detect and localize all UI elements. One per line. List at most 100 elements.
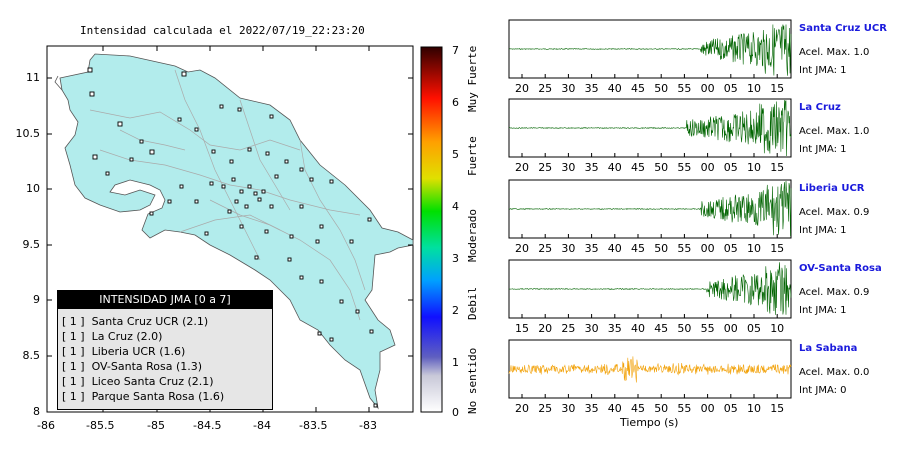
legend-row: [ 1 ] La Cruz (2.0) — [62, 330, 163, 343]
seismogram-trace — [508, 19, 792, 79]
trace-xtick: 20 — [515, 82, 529, 95]
trace-xtick: 30 — [584, 322, 599, 335]
trace-xtick: 35 — [584, 242, 599, 255]
trace-xtick: 55 — [677, 82, 692, 95]
trace-xtick: 55 — [677, 242, 692, 255]
legend-row: [ 1 ] OV-Santa Rosa (1.3) — [62, 360, 203, 373]
trace-xtick: 55 — [677, 161, 692, 174]
station-name: La Sabana — [799, 343, 858, 354]
trace-xtick: 10 — [747, 402, 761, 415]
station-name: OV-Santa Rosa — [799, 263, 882, 274]
trace-xtick: 45 — [631, 82, 645, 95]
waveform-line — [508, 356, 792, 383]
trace-xtick: 00 — [723, 322, 738, 335]
trace-xtick: 45 — [654, 322, 669, 335]
trace-xtick: 50 — [654, 242, 669, 255]
trace-xtick: 30 — [561, 82, 576, 95]
trace-xtick: 20 — [515, 402, 529, 415]
intensity-legend: INTENSIDAD JMA [0 a 7] [ 1 ] Santa Cruz … — [57, 290, 273, 410]
seismogram-trace — [508, 339, 792, 399]
trace-xtick: 50 — [677, 322, 692, 335]
station-accel: Acel. Max. 0.9 — [799, 287, 870, 298]
station-name: La Cruz — [799, 102, 841, 113]
trace-xtick: 05 — [723, 161, 738, 174]
colorbar-tick: 6 — [452, 96, 459, 109]
trace-xtick: 35 — [607, 322, 622, 335]
trace-xtick: 10 — [747, 82, 761, 95]
trace-xtick: 35 — [584, 402, 599, 415]
map-title: Intensidad calculada el 2022/07/19_22:23… — [80, 24, 365, 37]
colorbar-tick: 2 — [452, 304, 459, 317]
station-name: Santa Cruz UCR — [799, 23, 887, 34]
station-accel: Acel. Max. 1.0 — [799, 126, 870, 137]
trace-xtick: 40 — [607, 402, 622, 415]
station-jma: Int JMA: 0 — [799, 385, 847, 396]
station-name: Liberia UCR — [799, 183, 865, 194]
station-accel: Acel. Max. 0.9 — [799, 207, 870, 218]
colorbar-category: Fuerte — [466, 136, 479, 176]
station-accel: Acel. Max. 0.0 — [799, 367, 870, 378]
trace-xtick: 55 — [677, 402, 692, 415]
legend-title: INTENSIDAD JMA [0 a 7] — [58, 291, 272, 309]
map-ytick: 8.5 — [22, 349, 41, 362]
trace-xtick: 30 — [561, 402, 576, 415]
trace-xtick: 55 — [700, 322, 715, 335]
waveform-line — [508, 262, 792, 315]
map-ytick: 8 — [33, 405, 40, 418]
trace-xtick: 40 — [631, 322, 645, 335]
station-markers — [87, 67, 378, 408]
province-boundaries — [89, 69, 366, 321]
map-ytick: 9 — [33, 293, 40, 306]
xaxis-label: Tiempo (s) — [620, 416, 679, 429]
trace-xtick: 25 — [538, 402, 553, 415]
colorbar-tick: 0 — [452, 406, 459, 419]
legend-row: [ 1 ] Liceo Santa Cruz (2.1) — [62, 375, 214, 388]
trace-xtick: 25 — [538, 161, 553, 174]
seismogram-trace — [508, 179, 792, 239]
colorbar-tick: 1 — [452, 356, 459, 369]
trace-xtick: 00 — [700, 402, 715, 415]
map-xtick: -84 — [253, 419, 271, 432]
waveform-line — [508, 180, 792, 237]
station-jma: Int JMA: 1 — [799, 305, 847, 316]
trace-xtick: 10 — [770, 322, 785, 335]
map-xtick: -84.5 — [193, 419, 222, 432]
trace-xtick: 30 — [561, 242, 576, 255]
map-ytick: 11 — [26, 71, 40, 84]
trace-xtick: 40 — [607, 242, 622, 255]
trace-xtick: 00 — [700, 82, 715, 95]
trace-xtick: 40 — [607, 161, 622, 174]
colorbar-category: Muy Fuerte — [466, 45, 479, 112]
legend-row: [ 1 ] Parque Santa Rosa (1.6) — [62, 390, 225, 403]
map-xtick: -85 — [147, 419, 165, 432]
trace-xtick: 45 — [631, 402, 645, 415]
trace-xtick: 50 — [654, 161, 669, 174]
trace-xtick: 05 — [747, 322, 761, 335]
map-xtick: -86 — [37, 419, 55, 432]
trace-xtick: 45 — [631, 161, 645, 174]
map-ytick: 10 — [26, 182, 40, 195]
trace-xtick: 35 — [584, 82, 599, 95]
colorbar-tick: 7 — [452, 44, 459, 57]
trace-xtick: 25 — [561, 322, 576, 335]
colorbar-tick: 3 — [452, 252, 459, 265]
trace-xtick: 00 — [700, 242, 715, 255]
trace-xtick: 15 — [770, 82, 785, 95]
trace-xtick: 50 — [654, 82, 669, 95]
colorbar-tick: 4 — [452, 200, 459, 213]
trace-xtick: 15 — [770, 242, 785, 255]
trace-xtick: 00 — [700, 161, 715, 174]
colorbar-tick: 5 — [452, 148, 459, 161]
trace-xtick: 05 — [723, 402, 738, 415]
map-ytick: 10.5 — [15, 127, 41, 140]
trace-xtick: 50 — [654, 402, 669, 415]
station-jma: Int JMA: 1 — [799, 225, 847, 236]
trace-xtick: 10 — [747, 161, 761, 174]
map-xtick: -85.5 — [86, 419, 115, 432]
trace-xtick: 45 — [631, 242, 645, 255]
trace-xtick: 20 — [515, 242, 529, 255]
map-xtick: -83.5 — [299, 419, 328, 432]
trace-xtick: 25 — [538, 82, 553, 95]
map-ytick: 9.5 — [22, 238, 41, 251]
waveform-line — [509, 24, 792, 76]
